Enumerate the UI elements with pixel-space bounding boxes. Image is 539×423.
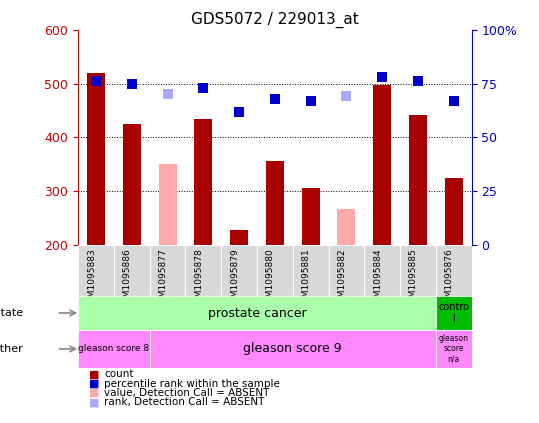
Text: GSM1095877: GSM1095877 bbox=[158, 248, 168, 309]
Text: GSM1095885: GSM1095885 bbox=[409, 248, 418, 309]
Bar bbox=[302, 188, 320, 245]
Text: GSM1095876: GSM1095876 bbox=[445, 248, 454, 309]
Text: GSM1095879: GSM1095879 bbox=[230, 248, 239, 309]
Bar bbox=[78, 330, 150, 368]
Bar bbox=[266, 161, 284, 245]
Text: count: count bbox=[104, 369, 134, 379]
Bar bbox=[436, 245, 472, 296]
Bar bbox=[185, 245, 221, 296]
Bar bbox=[409, 115, 427, 245]
Bar bbox=[114, 245, 150, 296]
Bar bbox=[293, 245, 329, 296]
Text: GSM1095884: GSM1095884 bbox=[373, 248, 382, 308]
Text: GSM1095882: GSM1095882 bbox=[337, 248, 347, 308]
Text: GSM1095878: GSM1095878 bbox=[195, 248, 203, 309]
Bar bbox=[123, 124, 141, 245]
Text: value, Detection Call = ABSENT: value, Detection Call = ABSENT bbox=[104, 388, 270, 398]
Bar bbox=[221, 245, 257, 296]
Bar bbox=[257, 245, 293, 296]
Bar bbox=[195, 118, 212, 245]
Text: rank, Detection Call = ABSENT: rank, Detection Call = ABSENT bbox=[104, 397, 265, 407]
Bar bbox=[436, 296, 472, 330]
Text: gleason
score
n/a: gleason score n/a bbox=[439, 334, 469, 364]
Bar bbox=[78, 245, 114, 296]
Bar bbox=[400, 245, 436, 296]
Text: ■: ■ bbox=[89, 397, 99, 407]
Text: GSM1095883: GSM1095883 bbox=[87, 248, 96, 309]
Bar bbox=[150, 245, 185, 296]
Text: prostate cancer: prostate cancer bbox=[208, 307, 306, 319]
Text: other: other bbox=[0, 344, 23, 354]
Bar bbox=[230, 230, 248, 245]
Text: gleason score 9: gleason score 9 bbox=[244, 343, 342, 355]
Text: GSM1095881: GSM1095881 bbox=[302, 248, 310, 309]
Text: gleason score 8: gleason score 8 bbox=[78, 344, 149, 354]
Bar bbox=[337, 209, 355, 245]
Bar bbox=[445, 178, 462, 245]
Bar bbox=[329, 245, 364, 296]
Text: GSM1095886: GSM1095886 bbox=[123, 248, 132, 309]
Text: ■: ■ bbox=[89, 388, 99, 398]
Bar bbox=[150, 330, 436, 368]
Text: percentile rank within the sample: percentile rank within the sample bbox=[104, 379, 280, 389]
Text: ■: ■ bbox=[89, 379, 99, 389]
Bar bbox=[158, 165, 177, 245]
Bar bbox=[87, 73, 105, 245]
Text: GSM1095880: GSM1095880 bbox=[266, 248, 275, 309]
Text: contro
l: contro l bbox=[438, 302, 469, 324]
Text: disease state: disease state bbox=[0, 308, 23, 318]
Bar bbox=[364, 245, 400, 296]
Bar bbox=[436, 330, 472, 368]
Title: GDS5072 / 229013_at: GDS5072 / 229013_at bbox=[191, 12, 359, 28]
Text: ■: ■ bbox=[89, 369, 99, 379]
Bar bbox=[374, 85, 391, 245]
